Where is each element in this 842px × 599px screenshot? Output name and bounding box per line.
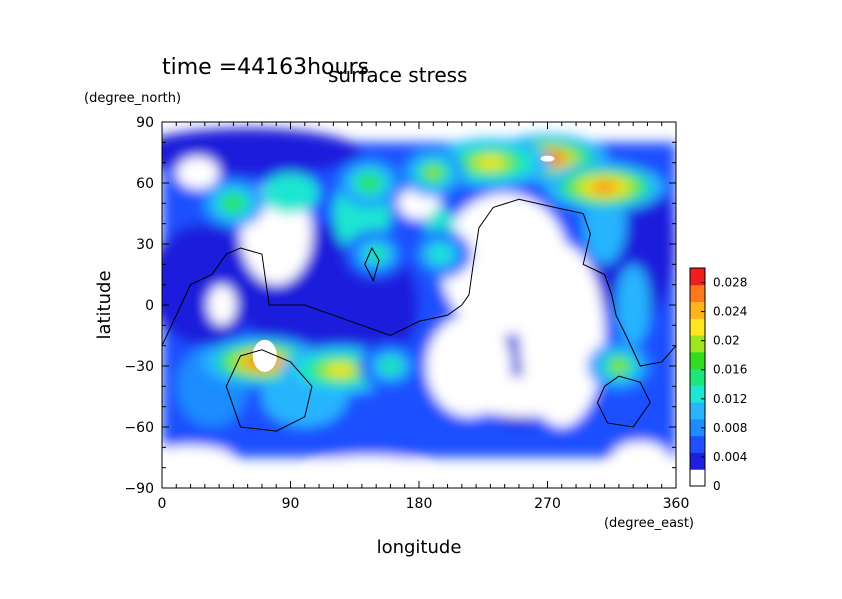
colorbar-tick-label: 0.024	[713, 305, 747, 319]
colorbar-segment	[690, 301, 705, 319]
x-tick-label: 180	[406, 496, 433, 512]
colorbar-tick-label: 0.008	[713, 421, 747, 435]
field-feature	[383, 360, 398, 372]
y-tick-label: −30	[124, 359, 154, 375]
y-tick-label: −90	[124, 481, 154, 497]
field-feature	[611, 360, 626, 372]
field-feature	[591, 181, 618, 193]
y-axis: 90 60 30 0 −30 −60 −90	[124, 115, 676, 497]
y-tick-label: 30	[136, 237, 154, 253]
colorbar-segment	[690, 418, 705, 437]
coastline	[162, 198, 676, 432]
stress-field	[162, 128, 676, 480]
field-feature	[369, 248, 384, 260]
colorbar-tick-label: 0.004	[713, 450, 747, 464]
colorbar-segment	[690, 335, 705, 353]
y-tick-label: 90	[136, 115, 154, 131]
x-tick-label: 360	[663, 496, 690, 512]
colorbar-segment	[690, 318, 705, 336]
colorbar-tick-label: 0.028	[713, 276, 747, 290]
colorbar-segment	[690, 435, 705, 453]
colorbar: 0 0.004 0.008 0.012 0.016 0.02 0.024 0.028	[689, 267, 747, 493]
colorbar-segment	[690, 284, 705, 303]
y-tick-label: 60	[136, 176, 154, 192]
x-unit-label: (degree_east)	[604, 516, 694, 531]
colorbar-tick-label: 0.02	[713, 334, 740, 348]
chart-title: surface stress	[328, 63, 467, 87]
colorbar-tick-label: 0.016	[713, 363, 747, 377]
x-tick-label: 270	[534, 496, 561, 512]
y-unit-label: (degree_north)	[84, 91, 181, 106]
field-feature	[477, 157, 504, 169]
y-tick-label: 0	[145, 298, 154, 314]
colorbar-segment	[690, 268, 705, 286]
y-axis-label: latitude	[94, 270, 115, 339]
x-tick-label: 90	[282, 496, 300, 512]
colorbar-tick-label: 0	[713, 479, 721, 493]
field-feature	[362, 177, 376, 189]
y-tick-label: −60	[124, 420, 154, 436]
colorbar-segment	[690, 368, 705, 386]
colorbar-segment	[690, 385, 705, 403]
chart-subtitle: time =44163hours	[162, 55, 369, 80]
field-feature	[426, 167, 441, 179]
field-feature	[327, 364, 354, 376]
colorbar-segment	[690, 469, 705, 487]
x-axis: 0 90 180 270 360	[158, 122, 690, 512]
colorbar-segment	[690, 402, 705, 420]
colorbar-frame	[689, 267, 706, 487]
colorbar-segment	[690, 351, 705, 370]
field-feature	[433, 248, 448, 260]
colorbar-tick-label: 0.012	[713, 392, 747, 406]
field-feature	[226, 197, 241, 209]
x-tick-label: 0	[158, 496, 167, 512]
x-axis-label: longitude	[377, 537, 462, 558]
colorbar-segment	[690, 452, 705, 470]
